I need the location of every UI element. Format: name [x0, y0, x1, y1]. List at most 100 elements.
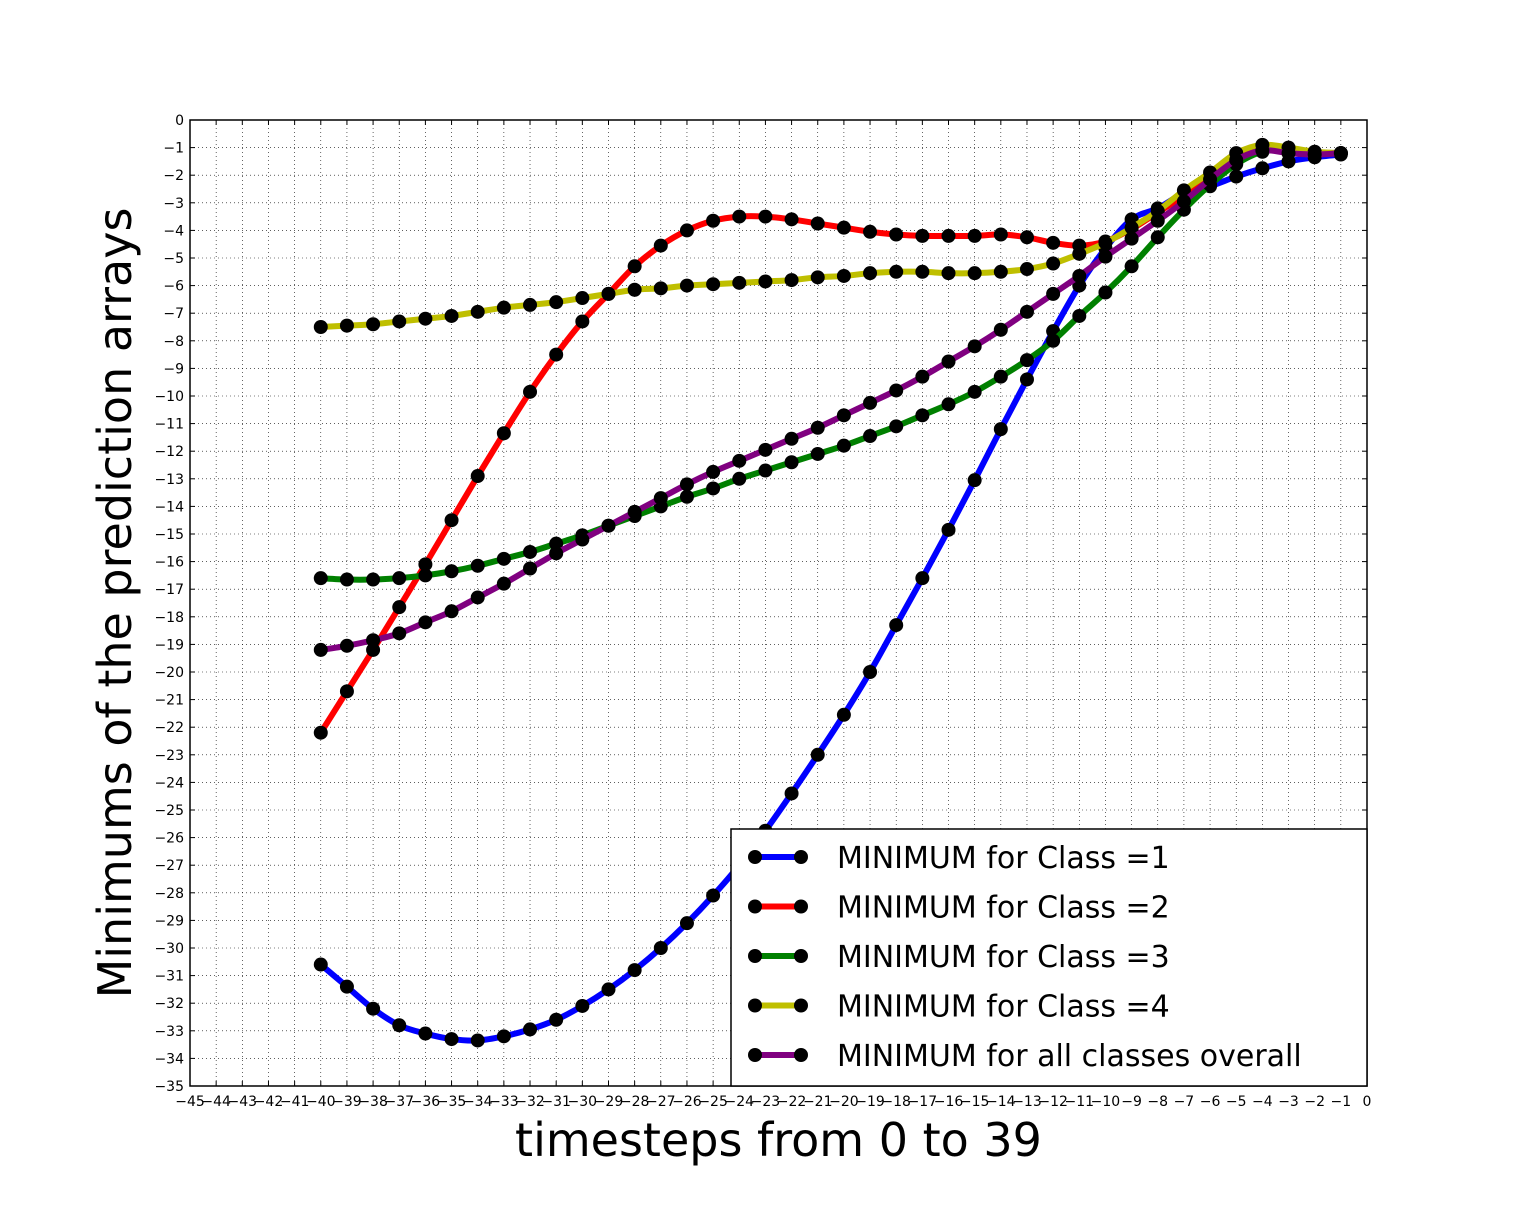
data-point — [784, 273, 799, 288]
data-point — [915, 264, 930, 279]
data-point — [392, 571, 407, 586]
data-point — [941, 354, 956, 369]
data-point — [339, 684, 354, 699]
y-tick-label: −24 — [154, 775, 184, 791]
data-point — [967, 266, 982, 281]
data-point — [1072, 246, 1087, 261]
data-point — [496, 300, 511, 315]
data-point — [810, 747, 825, 762]
data-point — [366, 572, 381, 587]
x-tick-label: −38 — [358, 1094, 388, 1110]
data-point — [810, 216, 825, 231]
data-point — [1124, 259, 1139, 274]
legend-label: MINIMUM for Class =2 — [837, 891, 1170, 926]
data-point — [339, 318, 354, 333]
data-point — [732, 209, 747, 224]
data-point — [549, 546, 564, 561]
x-tick-label: −5 — [1226, 1094, 1247, 1110]
series-3 — [313, 143, 1348, 587]
data-point — [418, 557, 433, 572]
y-tick-label: −12 — [154, 444, 184, 460]
data-point — [941, 522, 956, 537]
data-point — [444, 308, 459, 323]
data-point — [1150, 213, 1165, 228]
x-tick-label: −27 — [646, 1094, 676, 1110]
x-tick-label: −45 — [175, 1094, 205, 1110]
data-point — [470, 590, 485, 605]
data-point — [863, 429, 878, 444]
x-tick-label: −26 — [672, 1094, 702, 1110]
x-tick-label: −42 — [254, 1094, 284, 1110]
data-point — [1046, 333, 1061, 348]
data-point — [967, 228, 982, 243]
data-point — [810, 446, 825, 461]
data-point — [1072, 278, 1087, 293]
data-point — [758, 463, 773, 478]
data-point — [836, 220, 851, 235]
x-tick-label: −23 — [751, 1094, 781, 1110]
data-point — [784, 786, 799, 801]
data-point — [967, 384, 982, 399]
y-tick-label: −33 — [154, 1024, 184, 1040]
data-point — [418, 568, 433, 583]
data-point — [1176, 183, 1191, 198]
data-point — [601, 286, 616, 301]
legend-entry: MINIMUM for Class =2 — [748, 891, 1170, 926]
y-tick-label: −23 — [154, 748, 184, 764]
legend-marker — [748, 899, 762, 914]
x-tick-label: −37 — [384, 1094, 414, 1110]
data-point — [444, 604, 459, 619]
data-point — [810, 270, 825, 285]
y-tick-label: −17 — [154, 582, 184, 598]
data-point — [313, 725, 328, 740]
y-tick-label: −18 — [154, 610, 184, 626]
legend-label: MINIMUM for Class =3 — [837, 940, 1170, 975]
legend-marker — [748, 850, 762, 864]
data-point — [392, 314, 407, 329]
data-point — [339, 638, 354, 653]
data-point — [575, 291, 590, 306]
data-point — [889, 419, 904, 434]
x-tick-label: −30 — [568, 1094, 598, 1110]
x-tick-label: −34 — [463, 1094, 493, 1110]
data-point — [1019, 230, 1034, 245]
legend-box — [730, 828, 1368, 1087]
x-tick-label: −13 — [1012, 1094, 1042, 1110]
y-tick-label: −13 — [154, 472, 184, 488]
data-point — [549, 1012, 564, 1027]
legend-marker — [748, 998, 762, 1013]
data-point — [941, 228, 956, 243]
data-point — [627, 282, 642, 297]
legend-entry: MINIMUM for all classes overall — [748, 1039, 1302, 1074]
data-point — [366, 317, 381, 332]
data-point — [915, 571, 930, 586]
series-layer — [313, 137, 1348, 1048]
x-tick-label: −22 — [777, 1094, 807, 1110]
legend-entry: MINIMUM for Class =1 — [748, 841, 1170, 876]
y-tick-label: −32 — [154, 996, 184, 1012]
x-tick-label: −21 — [803, 1094, 833, 1110]
data-point — [1072, 308, 1087, 323]
data-point — [784, 431, 799, 446]
data-point — [993, 422, 1008, 437]
data-point — [444, 513, 459, 528]
x-tick-label: −9 — [1121, 1094, 1142, 1110]
data-point — [653, 238, 668, 253]
y-tick-label: −8 — [163, 334, 184, 350]
data-point — [993, 227, 1008, 242]
data-point — [313, 571, 328, 586]
data-point — [810, 420, 825, 435]
data-point — [889, 383, 904, 398]
data-point — [732, 453, 747, 468]
data-point — [653, 491, 668, 506]
x-tick-label: −2 — [1304, 1094, 1325, 1110]
data-point — [915, 408, 930, 423]
data-point — [418, 311, 433, 326]
data-point — [1019, 262, 1034, 277]
data-point — [706, 481, 721, 496]
x-tick-label: −1 — [1331, 1094, 1352, 1110]
x-tick-label: −7 — [1174, 1094, 1195, 1110]
data-point — [653, 281, 668, 296]
y-tick-label: −14 — [154, 499, 184, 515]
